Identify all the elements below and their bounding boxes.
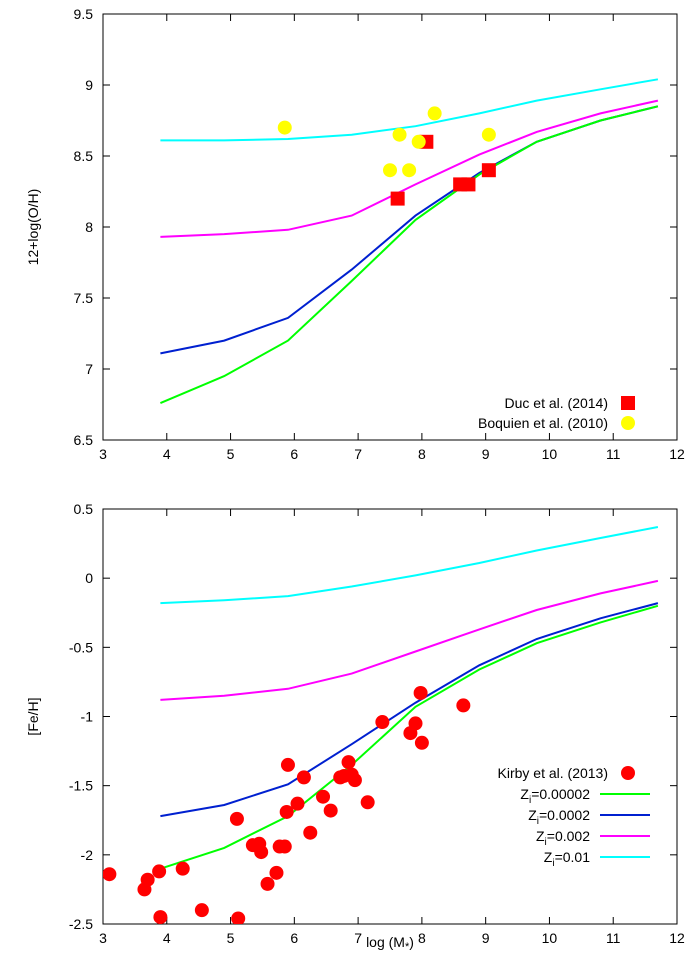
series-line (160, 602, 659, 818)
x-tick-label: 12 (669, 446, 685, 462)
legend-marker (621, 766, 635, 780)
data-point-circle (280, 757, 295, 772)
x-axis-label: log (M*) (366, 934, 414, 953)
legend-label: Zi=0.002 (536, 828, 590, 848)
data-point-circle (402, 163, 417, 178)
y-tick-label: 0 (85, 570, 93, 586)
plot-frame (102, 508, 678, 925)
x-tick-label: 5 (227, 930, 235, 946)
series-line (160, 604, 659, 870)
x-tick-label: 10 (542, 446, 558, 462)
series-line (160, 99, 659, 238)
legend-label: Duc et al. (2014) (505, 395, 609, 411)
data-point-circle (175, 861, 190, 876)
data-point-circle (231, 911, 246, 924)
data-point-circle (152, 864, 167, 879)
x-tick-label: 6 (290, 446, 298, 462)
series-line (160, 78, 659, 142)
y-tick-label: 9 (85, 77, 93, 93)
legend-label: Zi=0.00002 (520, 786, 590, 806)
data-point-circle (103, 867, 117, 882)
x-tick-label: 5 (227, 446, 235, 462)
x-tick-label: 8 (418, 930, 426, 946)
y-tick-label: 7.5 (74, 290, 94, 306)
x-tick-label: 7 (354, 446, 362, 462)
series-line (160, 526, 659, 605)
data-point-circle (269, 865, 284, 880)
data-point-circle (383, 163, 397, 178)
data-point-circle (392, 127, 407, 142)
data-point-circle (277, 120, 292, 135)
data-point-circle (290, 796, 305, 811)
data-point-circle (229, 811, 244, 826)
data-point-circle (456, 698, 471, 713)
y-tick-label: 8.5 (74, 148, 94, 164)
data-point-circle (427, 106, 442, 121)
x-tick-label: 3 (99, 930, 107, 946)
data-point-circle (323, 803, 338, 818)
data-point-circle (194, 903, 209, 918)
x-tick-label: 11 (606, 930, 621, 946)
data-point-circle (140, 872, 155, 887)
data-point-circle (481, 127, 496, 142)
x-tick-label: 6 (290, 930, 298, 946)
x-tick-label: 4 (163, 930, 171, 946)
y-axis-label: [Fe/H] (25, 697, 41, 735)
data-point-circle (316, 789, 331, 804)
x-tick-label: 9 (482, 930, 490, 946)
x-tick-label: 11 (606, 446, 621, 462)
x-tick-label: 10 (542, 930, 558, 946)
y-tick-label: -0.5 (69, 639, 93, 655)
y-tick-label: -1 (81, 709, 94, 725)
x-tick-label: 9 (482, 446, 490, 462)
data-point-circle (341, 755, 356, 770)
x-tick-label: 7 (354, 930, 362, 946)
y-tick-label: -2 (81, 847, 94, 863)
data-area (103, 526, 659, 924)
data-point-circle (260, 876, 275, 891)
y-tick-label: -1.5 (69, 778, 93, 794)
y-tick-label: -2.5 (69, 916, 93, 932)
x-tick-label: 4 (163, 446, 171, 462)
series-line (160, 579, 659, 701)
data-point-circle (153, 910, 168, 924)
plot-frame (102, 13, 678, 441)
data-point-circle (254, 845, 269, 860)
x-tick-label: 12 (669, 930, 685, 946)
legend-label: Zi=0.0002 (528, 807, 590, 827)
data-point-circle (414, 735, 429, 750)
data-point-square (390, 191, 405, 206)
data-point-square (461, 177, 476, 192)
series-line (160, 105, 659, 405)
legend-label: Boquien et al. (2010) (478, 415, 608, 431)
y-tick-label: 7 (85, 361, 93, 377)
data-point-circle (408, 716, 423, 731)
legend-label: Zi=0.01 (544, 849, 590, 869)
legend-marker (621, 416, 635, 430)
data-point-circle (375, 715, 390, 730)
data-point-circle (347, 773, 362, 788)
y-tick-label: 9.5 (74, 6, 94, 22)
feh-panel: 3 4 5 6 7 8 9 10 11 12 -2.5 -2 -1.5 -1 -0.5 0 0.5 [Fe/H] l… (25, 501, 685, 953)
data-point-circle (413, 685, 428, 700)
x-tick-label: 3 (99, 446, 107, 462)
legend-label: Kirby et al. (2013) (498, 765, 609, 781)
data-point-square (481, 163, 496, 178)
data-point-circle (360, 795, 375, 810)
y-tick-label: 8 (85, 219, 93, 235)
series-line (160, 105, 659, 355)
data-point-circle (279, 804, 294, 819)
oh-abundance-panel: 3 4 5 6 7 8 9 10 11 12 6.5 7 7.5 8 8.5 9 9.5 12+log(O/H) D… (25, 6, 685, 462)
data-point-circle (277, 839, 292, 854)
y-tick-label: 6.5 (74, 432, 94, 448)
legend-marker (621, 396, 635, 410)
data-point-circle (303, 825, 318, 840)
data-area (160, 78, 659, 405)
data-point-circle (411, 134, 426, 149)
y-tick-label: 0.5 (74, 501, 94, 517)
y-axis-label: 12+log(O/H) (25, 189, 41, 266)
x-tick-label: 8 (418, 446, 426, 462)
data-point-circle (296, 770, 311, 785)
